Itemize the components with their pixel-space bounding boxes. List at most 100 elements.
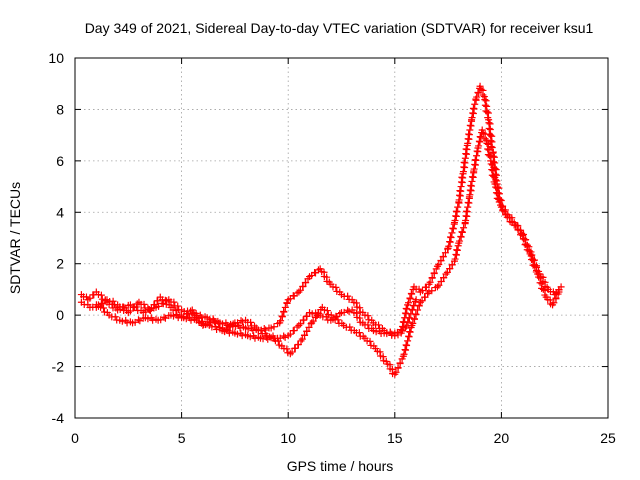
data-point-marker [484,109,492,117]
data-point-marker [147,304,155,312]
x-axis-label: GPS time / hours [287,458,394,474]
data-point-marker [394,364,402,372]
data-point-marker [445,242,453,250]
data-point-marker [303,327,311,335]
data-point-marker [483,139,491,147]
data-point-marker [296,286,304,294]
data-point-marker [300,316,308,324]
data-point-marker [215,319,223,327]
data-point-marker [464,199,472,206]
data-point-marker [435,281,443,289]
data-point-marker [405,299,413,307]
data-point-marker [295,321,303,329]
data-point-marker [406,328,414,336]
y-tick-label: 0 [56,307,64,323]
data-point-marker [288,348,296,356]
y-tick-label: 10 [48,50,64,66]
data-point-marker [244,325,252,333]
data-point-marker [344,292,352,300]
data-point-marker [451,217,459,224]
data-point-marker [446,238,454,246]
data-point-marker [161,296,169,304]
data-point-marker [428,274,436,282]
data-point-marker [388,330,396,338]
data-point-marker [555,288,563,296]
data-point-marker [550,299,558,307]
data-point-marker [308,319,316,327]
data-point-marker [410,301,418,309]
data-point-marker [293,323,301,331]
data-point-marker [513,221,521,229]
data-point-marker [485,146,493,154]
data-point-marker [491,173,499,181]
data-point-marker [475,142,483,150]
data-point-marker [428,287,436,295]
data-point-marker [400,350,408,358]
data-point-marker [462,145,470,153]
data-point-marker [406,294,414,302]
data-point-marker [437,277,445,285]
data-point-marker [471,156,479,164]
data-point-marker [366,337,374,345]
data-point-marker [449,224,457,232]
data-point-marker [473,93,481,101]
data-point-marker [278,312,286,320]
data-point-marker [140,300,148,308]
data-point-marker [446,265,454,273]
data-point-marker [170,298,178,306]
data-point-marker [456,237,464,245]
data-point-marker [187,307,195,315]
data-point-marker [295,288,303,296]
data-point-marker [111,313,119,321]
plot-frame [74,57,609,419]
data-point-marker [476,133,484,141]
data-point-marker [154,297,162,305]
data-point-marker [458,173,466,181]
data-point-marker [283,345,291,353]
y-tick-label: 6 [56,153,64,169]
y-tick-label: -4 [52,410,65,426]
y-tick-label: -2 [52,359,65,375]
data-point-marker [481,135,489,143]
data-point-marker [101,297,109,305]
data-point-marker [396,359,404,367]
data-point-marker [401,309,409,317]
data-point-marker [126,307,134,315]
data-point-marker [439,253,447,261]
y-tick-label: 4 [56,204,64,220]
data-point-marker [299,282,307,290]
data-point-marker [466,121,474,129]
data-point-marker [118,317,126,325]
data-point-marker [286,330,294,338]
data-point-marker [454,203,462,211]
data-point-marker [109,297,117,305]
data-point-marker [446,233,454,241]
data-point-marker [402,341,410,349]
data-point-marker [283,299,291,307]
data-point-marker [467,182,475,189]
data-point-marker [408,306,416,314]
data-point-marker [309,317,317,325]
data-point-marker [160,313,168,321]
data-point-marker [486,152,494,160]
data-point-marker [465,130,473,138]
data-point-marker [460,158,468,166]
data-point-marker [392,368,400,376]
data-point-marker [442,270,450,278]
data-point-marker [375,321,383,329]
data-point-marker [460,224,468,232]
data-point-marker [345,308,353,316]
data-point-marker [405,314,413,322]
data-point-marker [346,323,354,331]
data-point-marker [247,318,255,326]
data-point-marker [458,228,466,236]
data-point-marker [478,126,486,134]
data-point-marker [155,302,163,310]
data-point-marker [372,328,380,336]
y-tick-label: 2 [56,256,64,272]
data-point-marker [457,232,465,240]
data-point-marker [401,346,409,354]
data-point-marker [405,332,413,340]
data-point-marker [336,310,344,318]
